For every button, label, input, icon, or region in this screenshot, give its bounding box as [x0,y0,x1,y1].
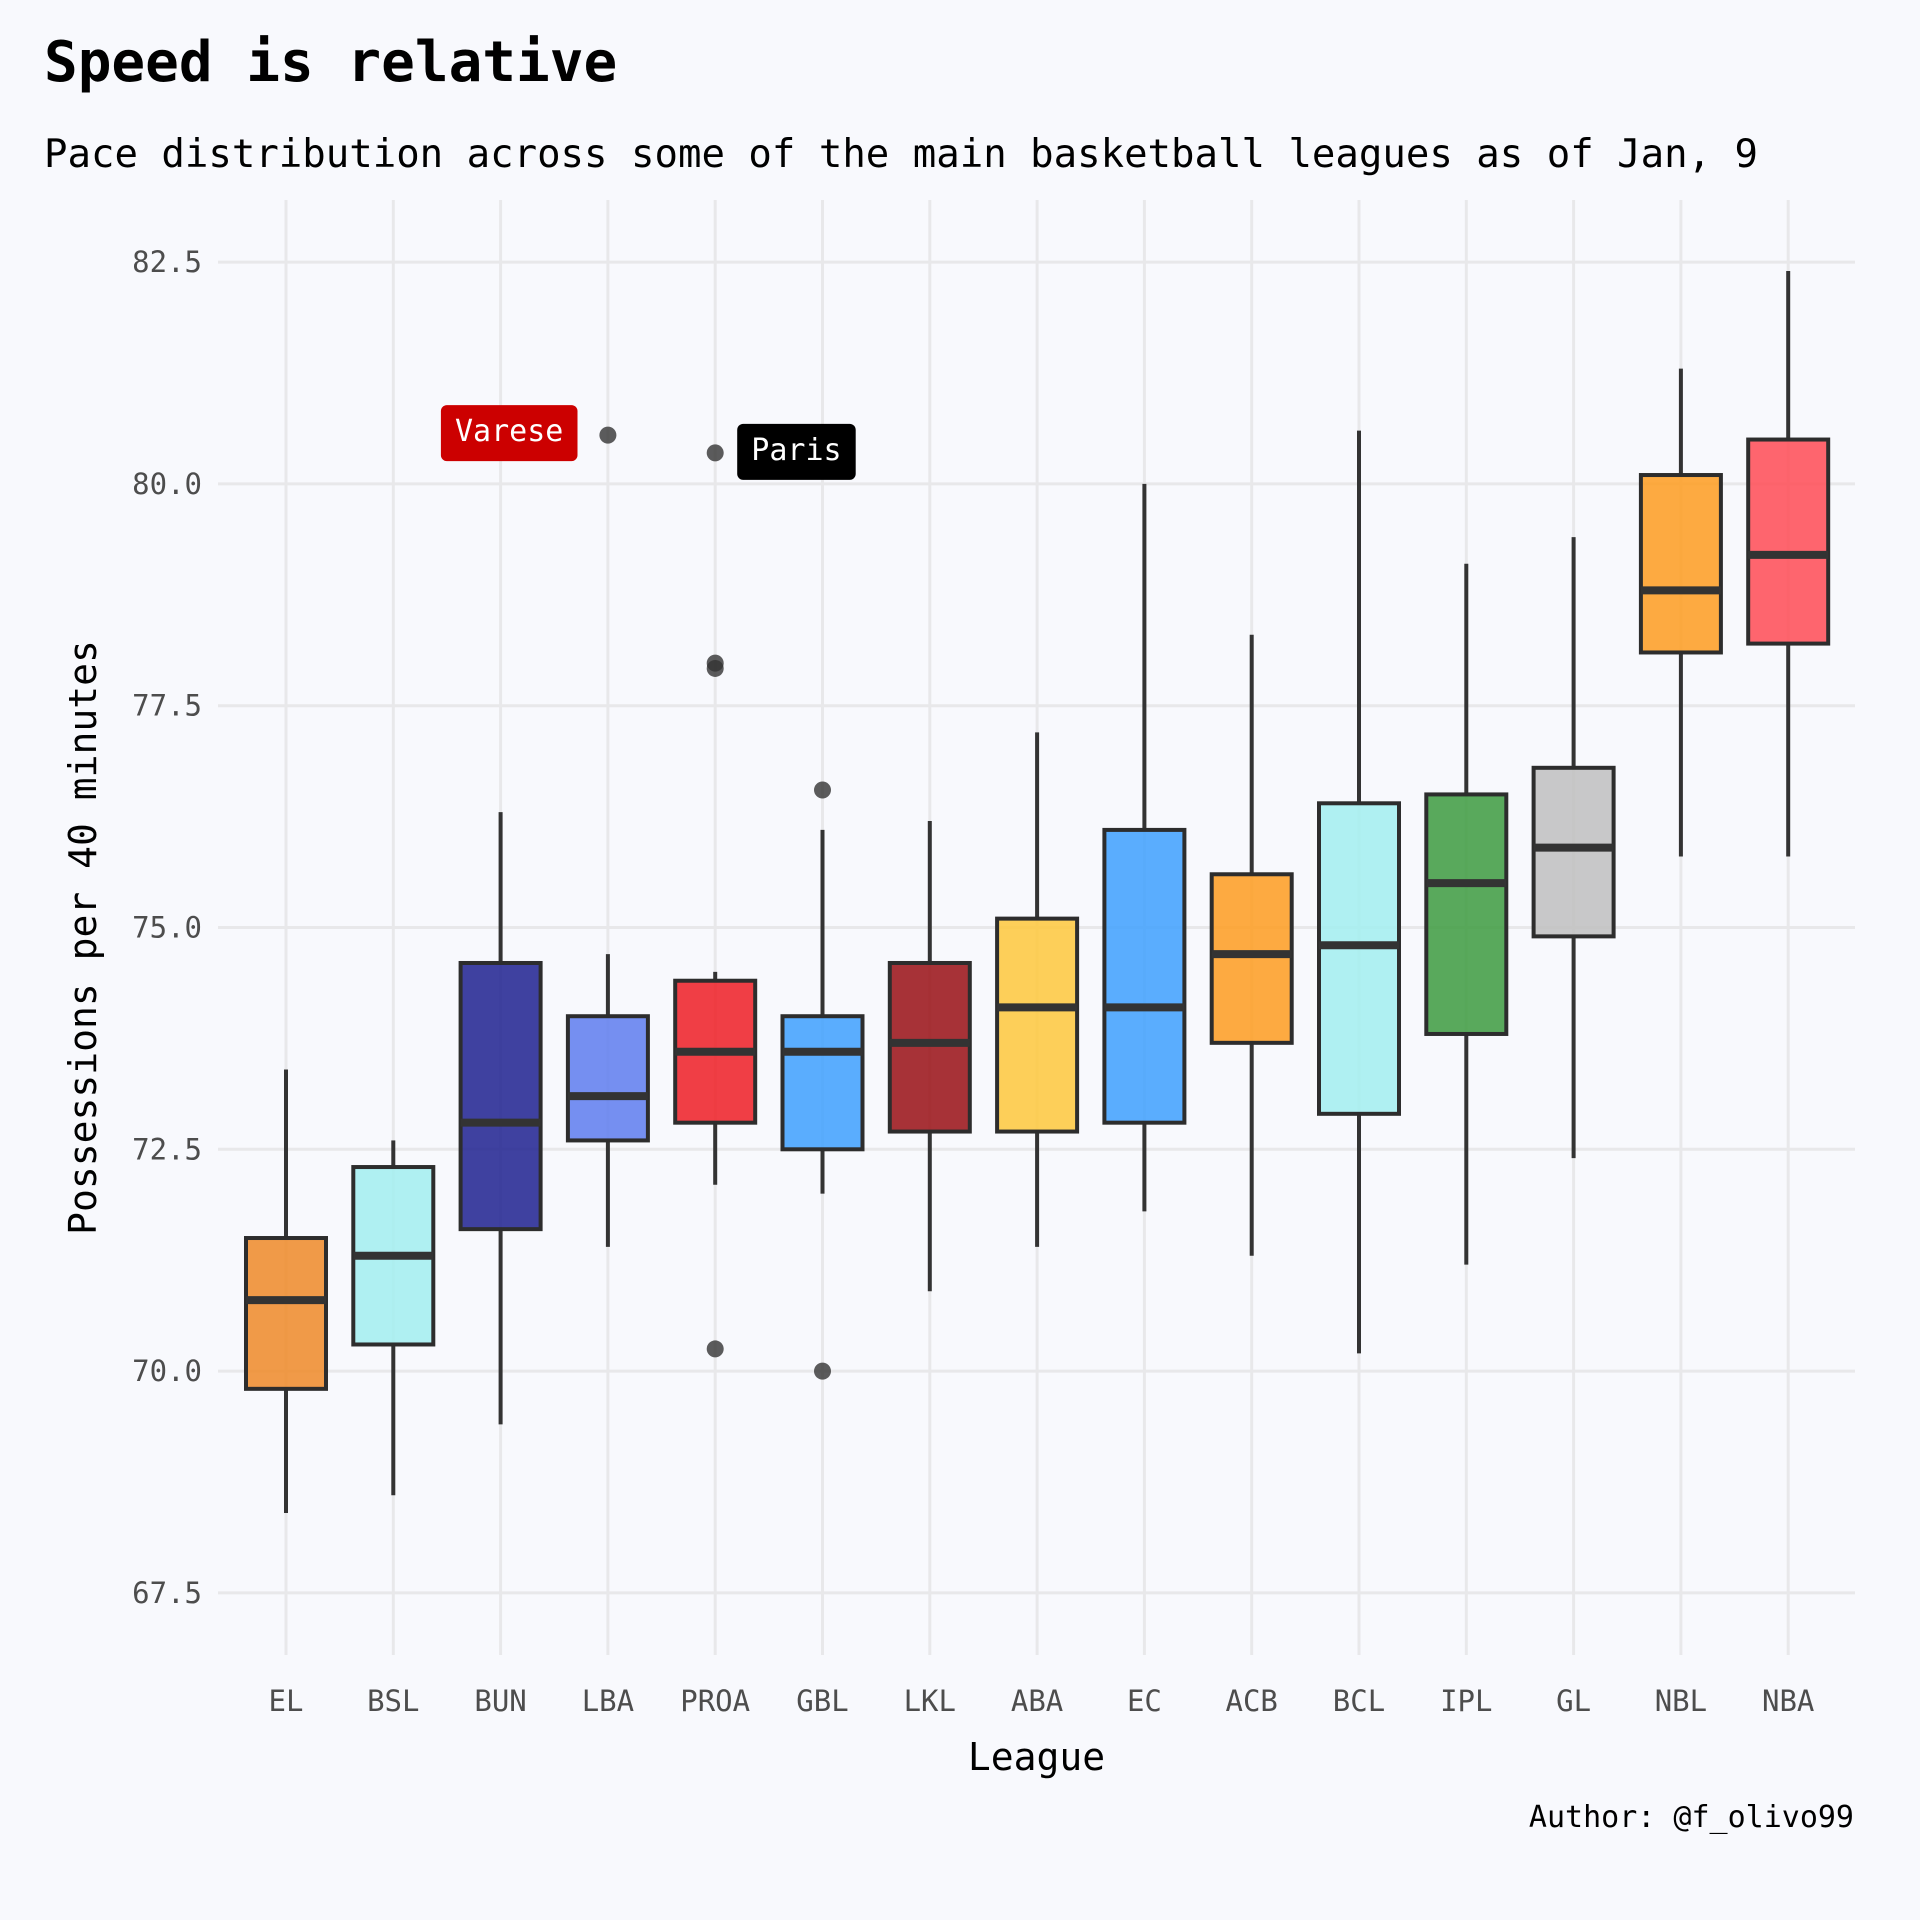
box-ec [1102,483,1187,1212]
iqr-box [458,960,543,1232]
y-tick-label: 82.5 [132,245,202,279]
x-tick-label: ACB [1226,1684,1278,1718]
author-caption: Author: @f_olivo99 [1528,1800,1854,1835]
box-lba [565,426,650,1247]
outlier-point [706,1340,724,1358]
iqr-box [887,960,972,1134]
x-tick-label: BSL [367,1684,419,1718]
x-tick-label: EC [1127,1684,1162,1718]
box-proa [673,444,758,1358]
x-tick-label: ABA [1011,1684,1063,1718]
y-tick-label: 70.0 [132,1354,202,1388]
outlier-point [599,426,617,444]
y-tick-label: 75.0 [132,911,202,945]
x-axis-title: League [968,1735,1105,1779]
x-tick-label: NBA [1762,1684,1814,1718]
box-ipl [1424,563,1509,1265]
x-tick-label: EL [269,1684,304,1718]
iqr-box [1317,801,1401,1116]
chart-title: Speed is relative [44,30,618,95]
annotation-box [737,423,856,480]
box-gl [1531,537,1616,1159]
box-bsl [351,1140,436,1496]
y-tick-label: 72.5 [132,1132,202,1166]
annotation-paris: Paris [737,423,856,480]
iqr-box [565,1014,650,1143]
boxes-layer [244,270,1831,1514]
annotation-varese: Varese [440,405,578,462]
iqr-box [1531,765,1616,939]
iqr-box [1102,827,1187,1125]
x-tick-label: LKL [904,1684,956,1718]
axes-layer: 67.5 70.0 72.5 75.0 77.5 80.0 82.5 EL BSL BUN LBA P… [61,245,1814,1779]
box-el [244,1069,328,1514]
iqr-box [1746,437,1831,646]
y-tick-label: 80.0 [132,467,202,501]
annotation-box [440,405,578,462]
iqr-box [995,916,1080,1134]
y-axis-title: Possessions per 40 minutes [61,640,105,1235]
outlier-point [814,781,831,799]
iqr-box [780,1014,865,1152]
box-lkl [887,821,972,1292]
x-tick-label: IPL [1440,1684,1492,1718]
box-acb [1209,634,1294,1256]
y-tick-label: 77.5 [132,689,202,723]
box-nbl [1638,368,1723,857]
box-bcl [1317,430,1401,1354]
y-tick-label: 67.5 [132,1576,202,1610]
box-bun [458,812,543,1425]
box-nba [1746,270,1831,857]
box-gbl [780,781,865,1380]
iqr-box [1638,473,1723,655]
iqr-box [1424,792,1509,1036]
annotation-label: Varese [455,414,563,449]
iqr-box [1209,872,1294,1045]
box-aba [995,732,1080,1247]
annotations-layer: Varese Paris [440,405,856,480]
iqr-box [244,1236,328,1391]
outlier-point [814,1362,831,1380]
outlier-point [706,444,724,462]
annotation-label: Paris [751,433,841,468]
x-tick-label: LBA [582,1684,634,1718]
outlier-point [706,659,724,677]
x-tick-label: GBL [796,1684,848,1718]
x-tick-label: PROA [680,1684,750,1718]
x-tick-label: BUN [474,1684,526,1718]
x-tick-label: BCL [1333,1684,1385,1718]
chart-subtitle: Pace distribution across some of the mai… [44,132,1759,177]
x-tick-label: GL [1556,1684,1591,1718]
x-tick-label: NBL [1655,1684,1707,1718]
